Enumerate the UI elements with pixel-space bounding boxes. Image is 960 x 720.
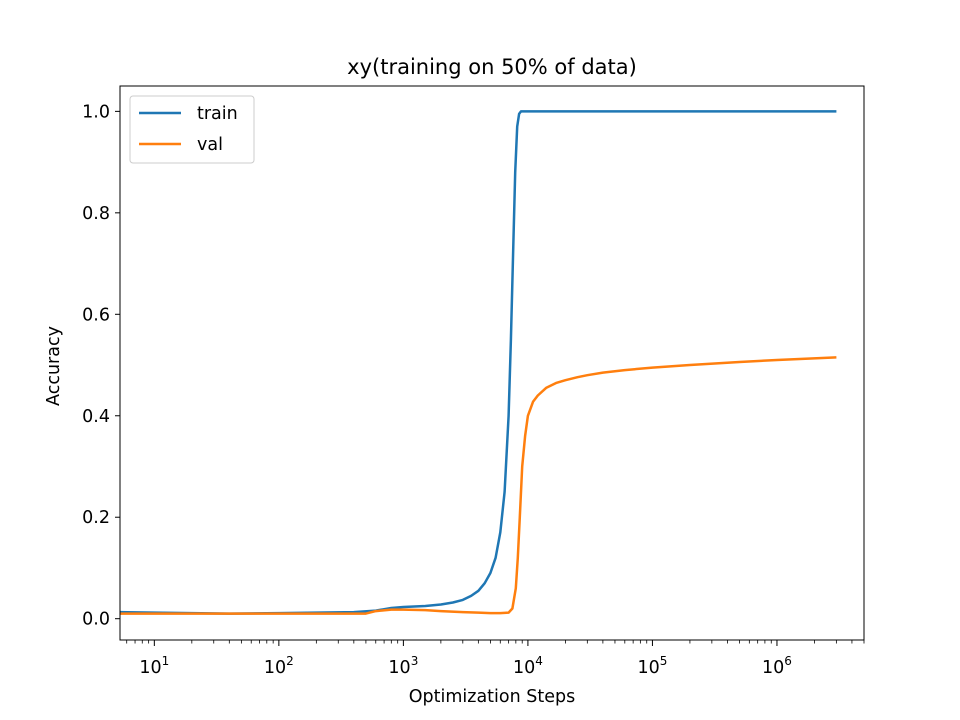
- plot-area: 0.0 0.2 0.4 0.6 0.8 1.0 101 102 103 104 105 106 trai…: [82, 85, 865, 678]
- legend-label-train: train: [197, 104, 238, 124]
- y-axis-label: Accuracy: [44, 326, 64, 406]
- series-line-val: [120, 356, 837, 615]
- legend-label-val: val: [197, 135, 223, 155]
- y-tick-label: 0.6: [82, 305, 110, 325]
- x-tick-label: 106: [762, 654, 792, 678]
- y-tick-label: 0.2: [82, 508, 110, 528]
- legend: train val: [129, 95, 255, 164]
- x-tick-label: 101: [139, 654, 169, 678]
- plot-frame: [119, 85, 865, 641]
- chart-title: xy(training on 50% of data): [347, 55, 637, 79]
- x-tick-label: 102: [264, 654, 294, 678]
- y-tick-label: 0.0: [82, 610, 110, 630]
- x-tick-label: 105: [637, 654, 667, 678]
- x-axis-label: Optimization Steps: [409, 687, 575, 707]
- x-tick-label: 104: [513, 654, 543, 678]
- y-tick-label: 0.4: [82, 407, 110, 427]
- y-tick-label: 0.8: [82, 204, 110, 224]
- x-tick-label: 103: [388, 654, 418, 678]
- y-tick-label: 1.0: [82, 102, 110, 122]
